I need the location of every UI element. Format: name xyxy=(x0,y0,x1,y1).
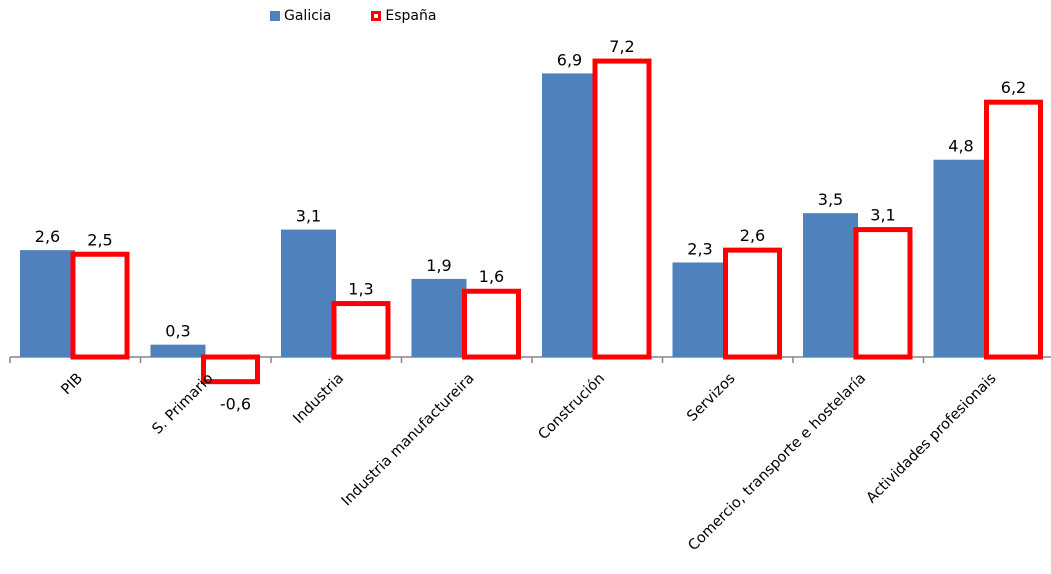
data-label-espana: 2,6 xyxy=(740,226,765,245)
bar-espana xyxy=(331,301,391,360)
data-label-espana: 2,5 xyxy=(87,230,112,249)
data-label-galicia: 3,1 xyxy=(296,207,321,226)
category-label: S. Primario xyxy=(150,370,217,437)
legend-label-espana: España xyxy=(385,8,437,24)
bar-espana xyxy=(462,288,521,360)
data-label-galicia: 1,9 xyxy=(426,256,451,275)
data-label-galicia: 2,3 xyxy=(687,239,712,258)
bar-galicia xyxy=(803,213,858,357)
data-label-galicia: 2,6 xyxy=(35,227,60,246)
bar-espana xyxy=(853,227,913,360)
legend-item-espana: España xyxy=(371,8,436,24)
bar-espana xyxy=(984,99,1043,360)
bar-espana xyxy=(592,58,652,360)
data-label-galicia: 3,5 xyxy=(818,190,843,209)
bar-galicia xyxy=(281,229,336,357)
category-label: Industria manufactureira xyxy=(339,371,478,510)
bar-galicia xyxy=(672,262,728,357)
data-label-espana: 6,2 xyxy=(1001,78,1026,97)
bar-galicia xyxy=(20,250,75,357)
bar-espana xyxy=(723,247,782,360)
legend-swatch-galicia xyxy=(270,11,280,21)
bar-espana xyxy=(70,251,130,360)
category-label: Industria xyxy=(291,371,348,428)
category-label: PIB xyxy=(59,371,87,399)
category-label: Servizos xyxy=(684,371,738,425)
category-label: Actividades profesionais xyxy=(864,371,1000,507)
bar-galicia xyxy=(150,344,206,357)
data-label-espana: 1,3 xyxy=(348,280,373,299)
bar-galicia xyxy=(542,73,597,357)
legend-label-galicia: Galicia xyxy=(284,8,332,24)
legend-swatch-espana xyxy=(371,11,382,21)
bar-espana xyxy=(201,354,260,385)
data-label-galicia: 4,8 xyxy=(948,137,973,156)
legend: Galicia España xyxy=(270,8,436,24)
bar-galicia xyxy=(933,159,989,357)
data-label-espana: 1,6 xyxy=(479,267,504,286)
legend-item-galicia: Galicia xyxy=(270,8,331,24)
data-label-espana: 3,1 xyxy=(870,206,895,225)
data-label-galicia: 6,9 xyxy=(557,50,582,69)
data-label-galicia: 0,3 xyxy=(165,322,190,341)
category-label: Construción xyxy=(536,371,609,444)
bar-galicia xyxy=(411,278,467,357)
data-label-espana: 7,2 xyxy=(609,37,634,56)
data-label-espana: -0,6 xyxy=(220,395,251,414)
